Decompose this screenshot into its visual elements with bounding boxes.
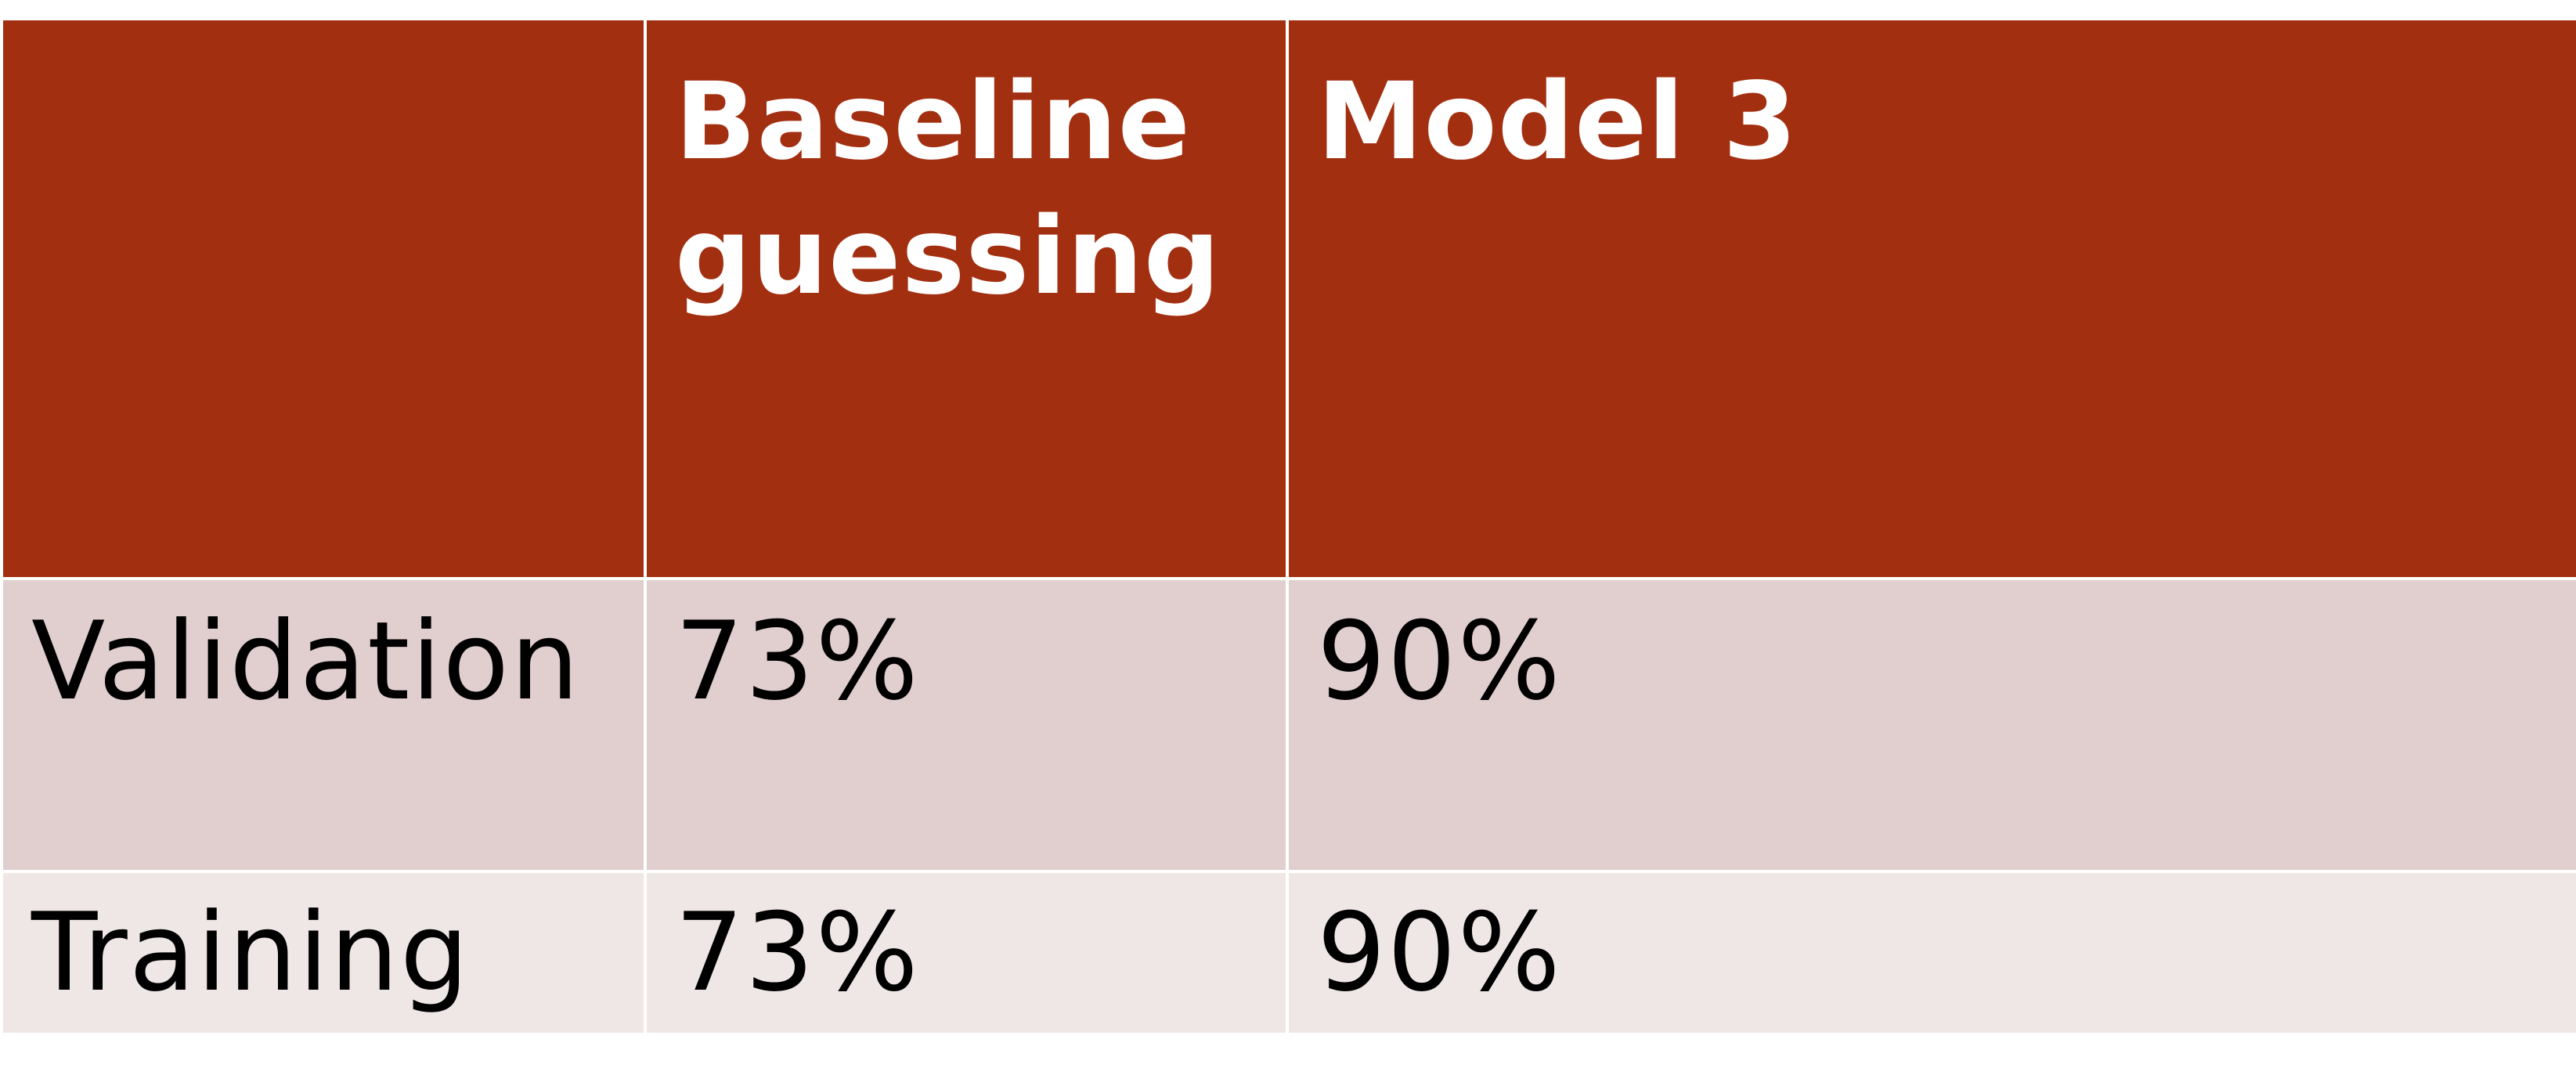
table-header-row: Baseline guessing Model 3 [0,17,2576,580]
cell-value: 73% [675,889,920,1016]
header-label-model3: Model 3 [1317,60,1798,184]
table-row: Validation 73% 90% [0,577,2576,873]
table-cell: 73% [644,577,1289,873]
cell-value: 73% [675,598,920,724]
table-cell: 90% [1286,577,2576,873]
header-cell-baseline: Baseline guessing [644,17,1289,580]
cell-value: 90% [1317,598,1562,724]
row-label: Training [31,889,471,1016]
cell-value: 90% [1317,889,1562,1016]
results-table: Baseline guessing Model 3 Validation 73%… [0,17,2576,1036]
row-label-cell: Validation [0,577,647,873]
header-label-baseline: Baseline guessing [675,60,1221,319]
header-corner-cell [0,17,647,580]
table-row: Training 73% 90% [0,870,2576,1036]
row-label: Validation [31,598,581,724]
row-label-cell: Training [0,870,647,1036]
header-cell-model3: Model 3 [1286,17,2576,580]
table-cell: 90% [1286,870,2576,1036]
table-cell: 73% [644,870,1289,1036]
header-corner-label [3,20,644,55]
